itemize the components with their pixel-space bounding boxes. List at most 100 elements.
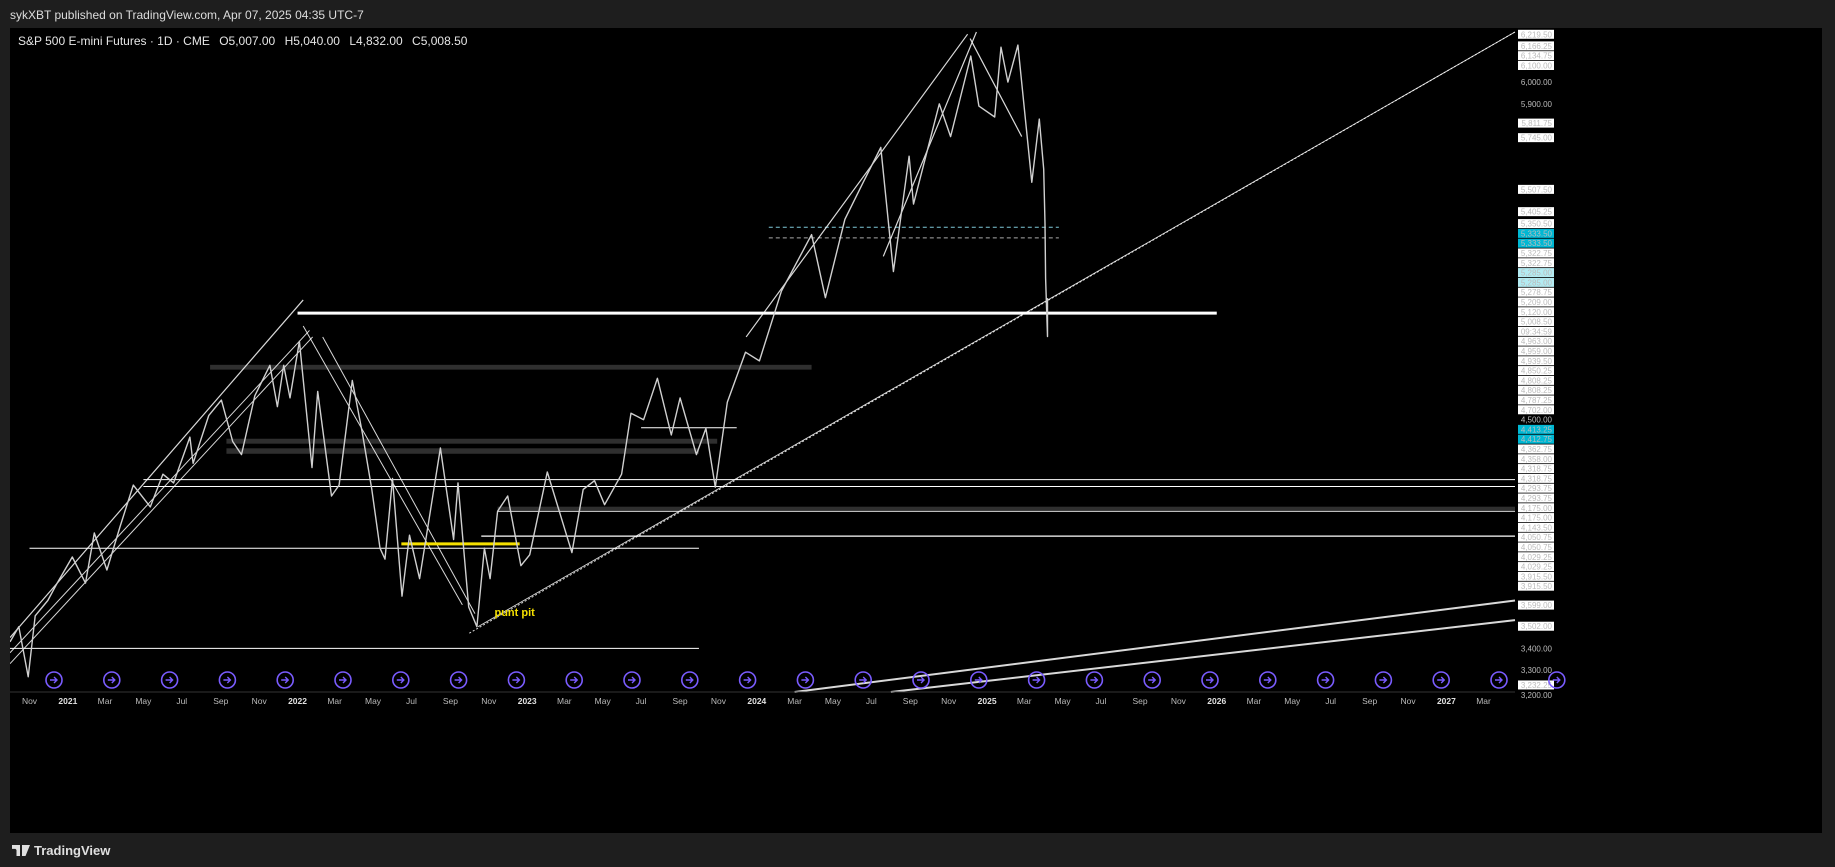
event-arrow-icon	[396, 676, 405, 684]
event-icon[interactable]	[1143, 671, 1161, 689]
price-axis-label: 4,500.00	[1521, 416, 1553, 425]
event-icon[interactable]	[623, 671, 641, 689]
price-axis-label-box	[1518, 184, 1554, 194]
event-arrow-icon	[339, 676, 347, 684]
event-icon[interactable]	[1316, 671, 1335, 689]
price-axis-label-box	[1518, 513, 1554, 523]
price-axis-label: 4,413.25	[1521, 425, 1553, 434]
event-icon[interactable]	[738, 671, 757, 689]
trend-line	[794, 599, 1516, 693]
price-axis-label-box	[1518, 118, 1554, 128]
event-icon[interactable]	[796, 671, 815, 689]
price-axis-label: 5,507.50	[1521, 185, 1553, 194]
price-axis-label: 3,400.00	[1521, 644, 1553, 653]
price-axis-label-box	[1518, 258, 1554, 268]
event-arrow-icon	[512, 676, 521, 684]
event-arrow-icon	[1090, 676, 1099, 684]
event-arrow-icon	[1148, 676, 1157, 684]
price-axis-label: 6,166.25	[1521, 42, 1553, 51]
event-icon[interactable]	[1201, 671, 1219, 689]
price-axis-label: 4,362.75	[1521, 445, 1553, 454]
price-axis-label-box	[1518, 581, 1554, 591]
price-axis-label: 5,900.00	[1521, 100, 1553, 109]
price-axis-label: 4,050.75	[1521, 533, 1553, 542]
event-icon[interactable]	[969, 671, 988, 689]
event-icon[interactable]	[218, 671, 237, 689]
price-axis-label-box	[1518, 562, 1554, 572]
event-arrow-icon	[859, 676, 868, 684]
event-icon[interactable]	[276, 671, 295, 689]
price-axis-label: 6,134.75	[1521, 52, 1553, 61]
event-icon[interactable]	[1432, 671, 1450, 689]
price-axis-label: 5,322.75	[1521, 249, 1553, 258]
price-axis-label: 6,000.00	[1521, 78, 1553, 87]
event-icon[interactable]	[912, 671, 930, 689]
event-arrow-icon	[685, 676, 694, 684]
event-arrow-icon	[1032, 676, 1041, 684]
price-axis-label: 4,850.25	[1521, 367, 1553, 376]
price-axis-label: 5,322.75	[1521, 259, 1553, 268]
date-axis-label: Jul	[636, 696, 647, 706]
tradingview-logo[interactable]: TradingView	[12, 843, 110, 858]
event-icon[interactable]	[103, 671, 121, 689]
price-axis-label-box	[1518, 238, 1554, 248]
date-axis-label: Mar	[327, 696, 342, 706]
event-icon[interactable]	[1259, 671, 1277, 689]
price-chart[interactable]: punt pit 6,219.50 6,166.256,134.756,100.00…	[10, 28, 1822, 833]
price-axis-label: 4,318.75	[1521, 474, 1553, 483]
legend-symbol[interactable]: S&P 500 E-mini Futures · 1D · CME	[18, 34, 210, 48]
price-axis-label-box	[1518, 571, 1554, 581]
event-arrow-icon	[1321, 676, 1330, 684]
legend-open: O5,007.00	[219, 34, 276, 48]
date-axis-label: Sep	[213, 696, 228, 706]
event-arrow-icon	[50, 676, 58, 684]
price-axis-label-box	[1518, 326, 1554, 336]
event-icon[interactable]	[507, 671, 526, 689]
date-axis-label: Jul	[866, 696, 877, 706]
event-arrow-icon	[107, 676, 116, 684]
trend-line	[890, 619, 1516, 693]
price-axis-label: 4,959.00	[1521, 347, 1553, 356]
event-icon[interactable]	[334, 671, 352, 689]
trend-line	[882, 31, 977, 257]
price-axis-label: 4,050.75	[1521, 543, 1553, 552]
event-icon[interactable]	[854, 671, 873, 689]
price-axis-label-box	[1518, 680, 1554, 690]
event-arrow-icon	[454, 676, 463, 684]
event-icon[interactable]	[1548, 671, 1566, 689]
trend-line	[969, 38, 1023, 137]
date-axis-label: Jul	[406, 696, 417, 706]
chart-area[interactable]: punt pit 6,219.50 6,166.25 6,134.75 6,100.00…	[10, 28, 1822, 833]
price-axis-label-box	[1518, 375, 1554, 385]
event-icon[interactable]	[1085, 671, 1104, 689]
publisher-bar: sykXBT published on TradingView.com, Apr…	[0, 0, 1835, 28]
trend-line	[10, 299, 304, 638]
event-icon[interactable]	[1027, 671, 1046, 689]
date-axis-label: May	[1284, 696, 1301, 706]
event-icon[interactable]	[449, 671, 468, 689]
event-icon[interactable]	[1374, 671, 1393, 689]
supply-demand-zone	[226, 438, 718, 444]
price-axis-label-box	[1518, 133, 1554, 143]
event-icon[interactable]	[160, 671, 179, 689]
price-axis-label-box	[1518, 552, 1554, 562]
supply-demand-zone	[497, 506, 1515, 512]
event-arrow-icon	[1552, 676, 1561, 684]
price-axis-label-box	[1518, 219, 1554, 229]
price-axis-label-box	[1518, 542, 1554, 552]
event-icon[interactable]	[1490, 671, 1508, 689]
event-arrow-icon	[1379, 676, 1388, 684]
date-axis-label: Jul	[1096, 696, 1107, 706]
trend-line	[477, 31, 1516, 628]
price-axis-label-box	[1518, 464, 1554, 474]
price-axis-label-box	[1518, 356, 1554, 366]
date-axis-label: 2026	[1207, 696, 1226, 706]
event-icon[interactable]	[565, 671, 584, 689]
event-icon[interactable]	[45, 671, 63, 689]
date-axis-label: Sep	[1362, 696, 1377, 706]
event-arrow-icon	[628, 676, 636, 684]
event-icon[interactable]	[391, 671, 410, 689]
price-axis-label: 4,293.75	[1521, 494, 1553, 503]
event-icon[interactable]	[680, 671, 699, 689]
price-axis-label: 4,175.00	[1521, 514, 1553, 523]
